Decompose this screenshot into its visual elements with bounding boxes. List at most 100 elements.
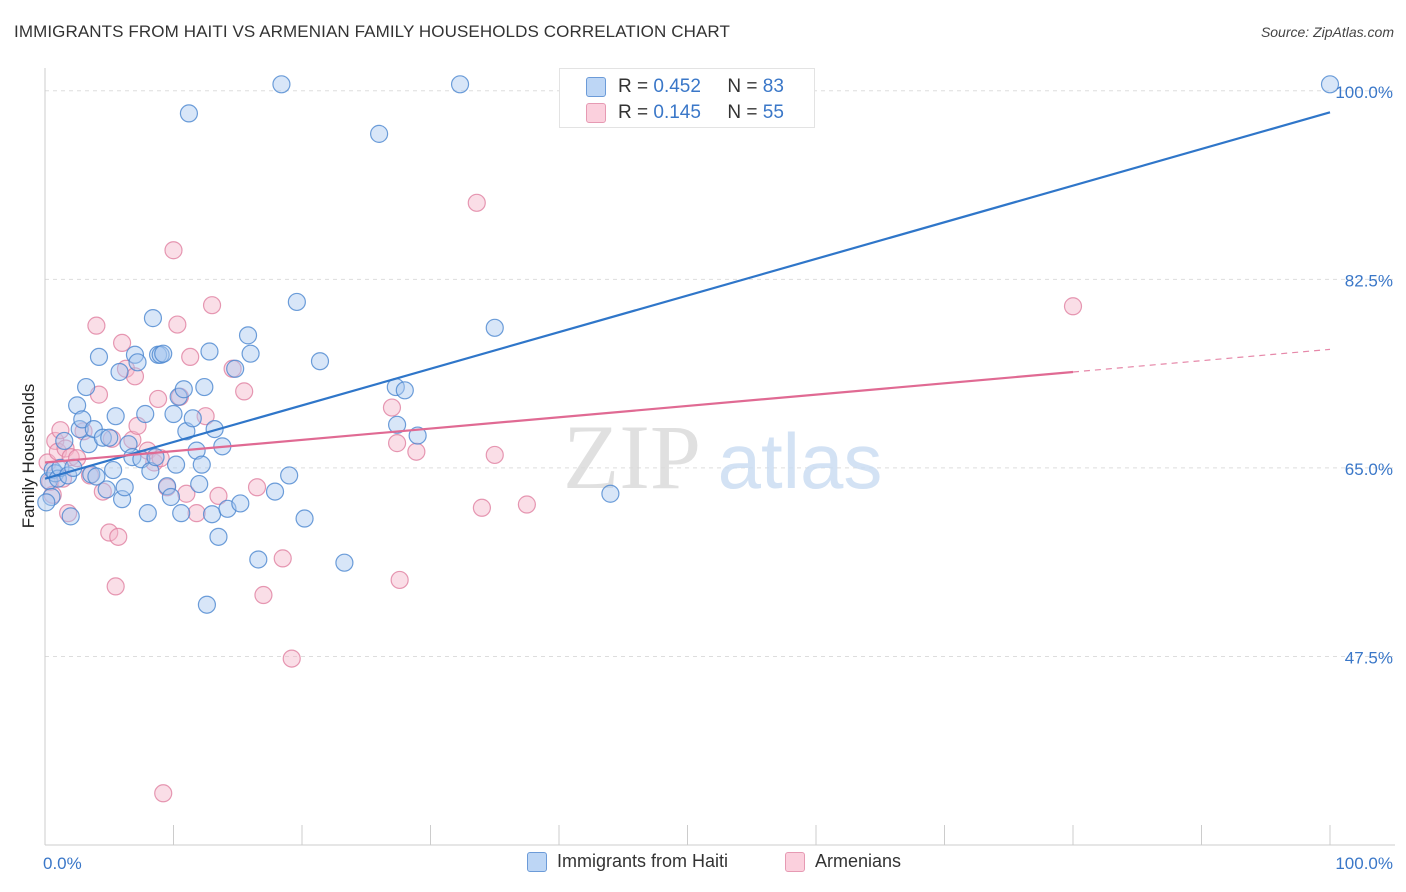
haiti-point: [295, 509, 314, 528]
zipatlas-watermark: ZIP atlas: [563, 406, 882, 508]
haiti-point: [205, 419, 224, 439]
haiti-points: [37, 75, 1340, 614]
armenians-point: [485, 445, 504, 465]
haiti-point: [265, 482, 285, 501]
haiti-point: [55, 431, 74, 451]
haiti-point: [202, 505, 222, 524]
armenians-point: [112, 333, 132, 353]
haiti-point: [106, 407, 125, 426]
haiti-point: [115, 478, 134, 497]
haiti-point: [395, 381, 414, 400]
legend-label-haiti: Immigrants from Haiti: [557, 851, 729, 871]
armenians-point: [106, 577, 125, 596]
haiti-point: [249, 550, 268, 569]
haiti-point: [166, 455, 186, 474]
armenians-point: [109, 527, 128, 546]
haiti-point: [287, 292, 306, 312]
legend-row-haiti: R = 0.452 N = 83: [586, 75, 784, 99]
haiti-point: [226, 359, 245, 378]
armenians-point: [56, 439, 75, 458]
haiti-point: [183, 409, 202, 428]
legend-r-value-armenians: 0.145: [653, 102, 701, 123]
haiti-point: [450, 75, 470, 94]
legend-swatch-armenians: [586, 103, 606, 123]
haiti-point: [61, 507, 80, 526]
haiti-point: [172, 504, 191, 523]
armenians-point: [202, 296, 222, 315]
chart-title: IMMIGRANTS FROM HAITI VS ARMENIAN FAMILY…: [14, 22, 730, 41]
legend-item-armenians[interactable]: Armenians: [785, 851, 901, 872]
correlation-legend: R = 0.452 N = 83 R = 0.145 N = 55: [559, 68, 815, 128]
legend-n-label: N =: [727, 76, 758, 97]
haiti-point: [73, 410, 92, 429]
haiti-point: [335, 553, 354, 572]
haiti-point: [143, 309, 163, 328]
legend-label-armenians: Armenians: [815, 851, 902, 871]
haiti-point: [280, 466, 299, 485]
legend-n-label: N =: [727, 102, 758, 123]
armenians-point: [154, 784, 173, 803]
haiti-point: [161, 487, 181, 507]
armenians-point: [382, 398, 402, 417]
haiti-trend-line: [44, 111, 1331, 480]
haiti-point: [195, 377, 214, 397]
armenians-point: [387, 434, 407, 453]
y-tick-label: 47.5%: [1345, 648, 1393, 667]
legend-swatch-armenians: [785, 851, 805, 872]
trend-lines: [44, 111, 1331, 480]
haiti-point: [128, 353, 147, 372]
haiti-point: [42, 487, 61, 507]
haiti-point: [1320, 75, 1340, 94]
haiti-point: [408, 426, 427, 445]
armenians-point: [59, 504, 78, 523]
haiti-point: [104, 460, 123, 480]
armenians-point: [467, 193, 486, 212]
armenians-point: [235, 382, 254, 401]
armenians-point: [273, 549, 292, 568]
legend-item-haiti[interactable]: Immigrants from Haiti: [527, 851, 728, 872]
haiti-point: [110, 362, 129, 382]
armenians-point: [282, 649, 301, 668]
haiti-point: [601, 484, 620, 503]
haiti-point: [485, 318, 504, 337]
watermark-atlas: atlas: [718, 417, 883, 505]
haiti-point: [97, 480, 116, 499]
armenians-point: [1063, 297, 1083, 316]
haiti-point: [370, 124, 389, 143]
haiti-point: [68, 396, 87, 415]
haiti-point: [272, 75, 291, 94]
armenians-point: [100, 523, 119, 542]
gridlines: [45, 90, 1395, 657]
armenians-trend-extension: [1072, 348, 1331, 373]
haiti-point: [192, 455, 211, 474]
haiti-point: [93, 428, 112, 447]
axis-labels: 47.5% 65.0% 82.5% 100.0% 0.0% 100.0% Family Ho…: [19, 83, 1393, 873]
haiti-point: [89, 347, 109, 367]
armenians-point: [254, 585, 273, 605]
haiti-point: [112, 490, 132, 509]
haiti-point: [174, 380, 193, 399]
haiti-point: [136, 404, 155, 424]
armenians-point: [407, 442, 426, 461]
armenians-point: [517, 495, 536, 514]
armenians-point: [247, 478, 267, 497]
haiti-point: [179, 104, 199, 123]
armenians-point: [181, 347, 200, 367]
y-tick-label: 65.0%: [1345, 460, 1393, 479]
haiti-point: [37, 493, 56, 512]
haiti-point: [241, 344, 260, 363]
legend-r-label: R =: [618, 76, 649, 97]
legend-n-value-haiti: 83: [762, 76, 784, 97]
haiti-point: [100, 428, 119, 447]
haiti-point: [387, 415, 407, 434]
legend-n-value-armenians: 55: [762, 102, 784, 123]
source-credit: Source: ZipAtlas.com: [1260, 24, 1394, 40]
haiti-point: [164, 404, 183, 424]
haiti-point: [77, 377, 96, 397]
haiti-point: [231, 494, 250, 513]
armenians-point: [472, 498, 491, 517]
haiti-point: [138, 504, 157, 523]
armenians-point: [168, 315, 187, 334]
armenians-point: [148, 389, 168, 409]
armenians-point: [87, 316, 106, 335]
